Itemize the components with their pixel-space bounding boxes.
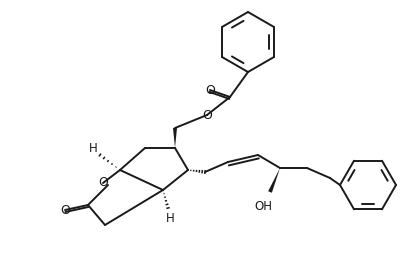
Text: O: O xyxy=(202,108,212,121)
Polygon shape xyxy=(173,128,177,148)
Text: OH: OH xyxy=(254,200,272,214)
Text: H: H xyxy=(89,142,97,155)
Text: H: H xyxy=(166,212,174,225)
Text: O: O xyxy=(60,203,70,217)
Text: O: O xyxy=(98,177,108,190)
Polygon shape xyxy=(268,168,280,193)
Text: O: O xyxy=(205,83,215,96)
